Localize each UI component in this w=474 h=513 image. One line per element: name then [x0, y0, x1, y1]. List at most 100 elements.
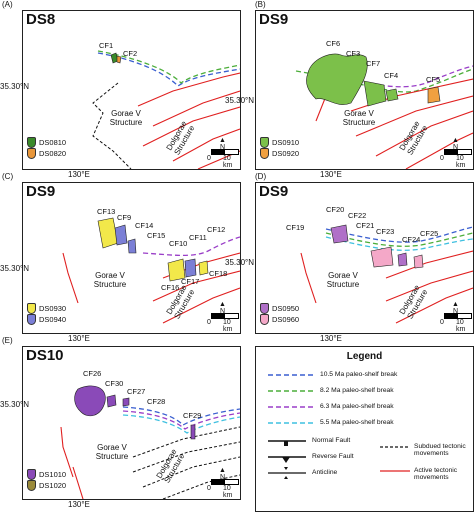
fan-cf27 [122, 397, 130, 407]
cf-label: CF14 [135, 221, 154, 230]
cf-label: CF6 [326, 39, 341, 48]
legend-anticline: Anticline [312, 469, 338, 476]
shelf-break-8-2 [325, 232, 473, 247]
cf-label: CF2 [123, 49, 138, 58]
panel-e-map: DS10 CF26 CF30 CF27 CF28 CF29 Gorae V St… [22, 346, 241, 500]
cf-label: CF29 [183, 411, 202, 420]
cf-label: CF24 [402, 235, 421, 244]
cf-label: CF22 [348, 211, 367, 220]
legend-subdued: Subdued tectonic movements [414, 443, 466, 457]
cf-label: CF21 [356, 221, 375, 230]
panel-b-letter: (B) [255, 0, 266, 9]
panel-d-letter: (D) [255, 172, 267, 181]
cf-label: CF23 [376, 227, 395, 236]
latitude-label: 35.30°N [0, 264, 29, 273]
north-arrow: ▲ N [452, 301, 459, 315]
key-label: DS0820 [39, 149, 67, 158]
cf-label: CF1 [99, 41, 114, 50]
north-arrow: ▲ N [452, 137, 459, 151]
keys-b: DS0910 DS0920 [260, 137, 299, 159]
key-swatch [27, 137, 36, 148]
fan-cf18 [198, 260, 209, 276]
panel-a-svg [92, 50, 240, 169]
panel-d-map: DS9 CF19 CF20 CF22 CF21 CF23 CF24 CF25 G… [255, 182, 474, 334]
fan-cf25 [413, 254, 424, 269]
shelf-break [142, 236, 240, 257]
panel-e-letter: (E) [2, 336, 13, 345]
panel-c-svg [62, 217, 240, 324]
panel-d-svg [300, 224, 473, 324]
legend-active: Active tectonic movements [414, 467, 458, 481]
latitude-label: 35.30°N [0, 82, 29, 91]
longitude-label: 130°E [68, 500, 90, 509]
legend-normal-fault: Normal Fault [312, 437, 351, 444]
key-swatch [27, 148, 36, 159]
cf-label: CF20 [326, 205, 345, 214]
latitude-label: 35.30°N [225, 258, 254, 267]
panel-a-letter: (A) [2, 0, 13, 9]
north-arrow: ▲ N [219, 301, 226, 315]
legend-svg [268, 374, 410, 479]
active-faults [300, 250, 473, 324]
panel-c-title: DS9 [26, 183, 56, 200]
scale-bar: 0 10 km [434, 313, 472, 333]
fan-cf20 [330, 224, 349, 244]
cf-label: CF16 [161, 283, 180, 292]
shelf-break-10-5 [325, 226, 473, 243]
legend-shelf-break: 10.5 Ma paleo-shelf break [320, 371, 398, 378]
cf-label: CF15 [147, 231, 166, 240]
key-label: DS0810 [39, 138, 67, 147]
fan-cf29 [190, 424, 196, 440]
keys-e: DS1010 DS1020 [27, 469, 66, 491]
fan-cf26 [74, 385, 106, 417]
gorae-structure-label: Gorae V Structure [342, 109, 376, 127]
fan-cf23 [370, 246, 394, 268]
keys-d: DS0950 DS0960 [260, 303, 299, 325]
panel-c-map: DS9 CF13 CF9 CF14 CF15 CF10 CF11 CF12 CF… [22, 182, 241, 334]
panel-a-map: DS8 CF1 CF2 Gorae V Structure Dolgorae S… [22, 10, 241, 170]
subdued-fault [92, 82, 132, 169]
fan-cf4 [385, 88, 399, 102]
north-arrow: ▲ N [219, 137, 226, 151]
fan-cf24 [397, 252, 408, 267]
cf-label: CF18 [209, 269, 228, 278]
fan-cf14 [127, 238, 137, 254]
fan-cf7 [363, 80, 387, 107]
subdued-faults [132, 426, 240, 499]
panel-b-title: DS9 [259, 11, 289, 28]
fan-cf2 [116, 55, 122, 64]
cf-label: CF28 [147, 397, 166, 406]
panel-e-svg [60, 385, 240, 499]
gorae-structure-label: Gorae V Structure [109, 109, 143, 127]
cf-label: CF4 [384, 71, 399, 80]
scale-bar: 0 10 km [201, 149, 239, 169]
gorae-structure-label: Gorae V Structure [326, 271, 360, 289]
legend-reverse-fault: Reverse Fault [312, 453, 354, 460]
cf-label: CF12 [207, 225, 226, 234]
scale-bar: 0 10 km [434, 149, 472, 169]
keys-a: DS0810 DS0820 [27, 137, 66, 159]
panel-b-svg [295, 53, 473, 169]
longitude-label: 130°E [68, 334, 90, 343]
shelf-break-8-2 [97, 50, 240, 84]
legend-title: Legend [346, 351, 383, 362]
legend-shelf-break: 5.5 Ma paleo-shelf break [320, 419, 394, 426]
cf-label: CF7 [366, 59, 381, 68]
longitude-label: 130°E [320, 170, 342, 179]
fan-cf10 [167, 258, 186, 282]
latitude-label: 35.30°N [0, 400, 29, 409]
gorae-structure-label: Gorae V Structure [95, 443, 129, 461]
legend-shelf-break: 6.3 Ma paleo-shelf break [320, 403, 394, 410]
fan-cf13 [97, 217, 119, 249]
active-faults [60, 426, 84, 499]
fan-cf11 [184, 258, 197, 278]
cf-label: CF13 [97, 207, 116, 216]
cf-label: CF30 [105, 379, 124, 388]
latitude-label: 35.30°N [225, 96, 254, 105]
panel-e-title: DS10 [26, 347, 64, 364]
keys-c: DS0930 DS0940 [27, 303, 66, 325]
cf-label: CF25 [420, 229, 439, 238]
longitude-label: 130°E [68, 170, 90, 179]
longitude-label: 130°E [320, 334, 342, 343]
gorae-structure-label: Gorae V Structure [93, 271, 127, 289]
